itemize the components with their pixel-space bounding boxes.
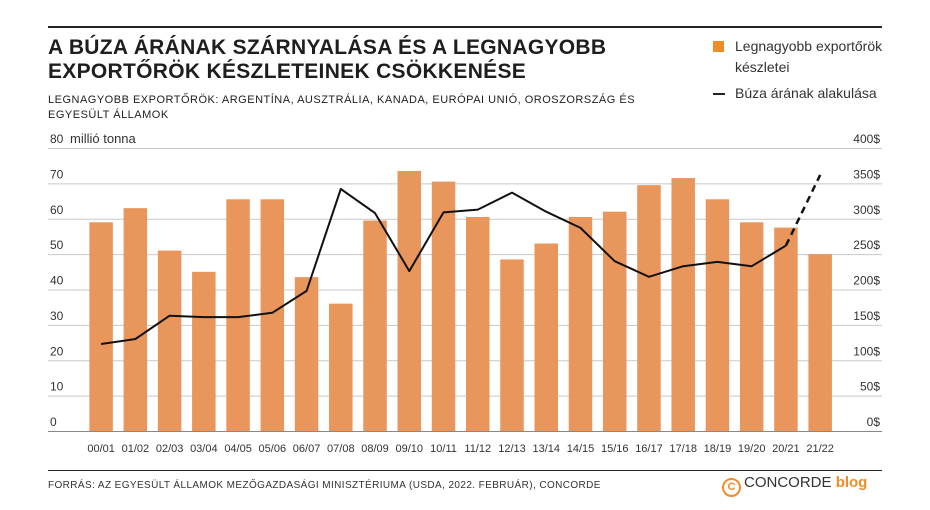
x-tick-label: 18/19 (704, 443, 732, 455)
x-tick-label: 08/09 (361, 443, 389, 455)
bar (89, 222, 113, 431)
y-left-tick-label: 20 (50, 344, 64, 358)
x-tick-label: 11/12 (464, 443, 491, 455)
bar (397, 170, 422, 431)
y-right-tick-label: 150$ (853, 309, 880, 323)
y-right-tick-label: 400$ (853, 132, 880, 146)
source-note: FORRÁS: AZ EGYESÜLT ÁLLAMOK MEZŐGAZDASÁG… (48, 480, 601, 491)
bar (123, 208, 148, 431)
y-right-tick-label: 200$ (853, 274, 880, 288)
x-tick-label: 12/13 (498, 443, 526, 455)
x-tick-label: 03/04 (190, 443, 218, 455)
x-tick-label: 07/08 (327, 443, 355, 455)
price-line-forecast (784, 174, 822, 247)
x-tick-label: 10/11 (430, 443, 457, 455)
x-tick-label: 06/07 (293, 443, 321, 455)
y-left-tick-label: 50 (50, 238, 64, 252)
x-tick-label: 02/03 (156, 443, 184, 455)
y-left-tick-label: 70 (50, 167, 64, 181)
x-tick-label: 04/05 (224, 443, 252, 455)
y-right-tick-label: 100$ (853, 344, 880, 358)
x-tick-label: 17/18 (669, 443, 697, 455)
chart-subtitle: LEGNAGYOBB EXPORTŐRÖK: ARGENTÍNA, AUSZTR… (48, 94, 636, 121)
bar (192, 271, 216, 431)
x-tick-label: 21/22 (806, 443, 834, 455)
bar (260, 199, 285, 431)
bar (568, 216, 593, 431)
legend-item-bars: Legnagyobb exportőrök készletei (713, 36, 893, 78)
legend-line-label: Búza árának alakulása (735, 85, 877, 101)
legend: Legnagyobb exportőrök készletei Búza árá… (713, 36, 893, 109)
x-tick-label: 01/02 (122, 443, 150, 455)
chart-title: A BÚZA ÁRÁNAK SZÁRNYALÁSA ÉS A LEGNAGYOB… (48, 36, 607, 83)
legend-item-line: Búza árának alakulása (713, 83, 893, 104)
y-right-tick-label: 350$ (853, 167, 880, 181)
bar (774, 227, 798, 431)
bar (157, 250, 182, 431)
bar (671, 178, 695, 431)
line-swatch (713, 93, 725, 95)
bottom-rule (48, 470, 882, 471)
bar (500, 259, 524, 431)
x-tick-label: 16/17 (635, 443, 663, 455)
x-tick-label: 19/20 (738, 443, 766, 455)
y-right-tick-label: 50$ (860, 380, 880, 394)
brand-logo[interactable]: C CONCORDE blog (722, 474, 867, 497)
bar-swatch (713, 41, 724, 52)
y-right-tick-label: 250$ (853, 238, 880, 252)
price-line (100, 188, 787, 345)
x-tick-label: 14/15 (567, 443, 595, 455)
y-left-tick-label: 40 (50, 274, 64, 288)
bar (329, 303, 353, 431)
bar (226, 199, 250, 431)
bar (705, 199, 730, 431)
bar (808, 254, 832, 431)
brand-suffix: blog (835, 474, 868, 491)
bar (363, 220, 387, 431)
top-rule (48, 26, 882, 28)
x-tick-label: 20/21 (772, 443, 800, 455)
brand-name: CONCORDE (744, 474, 832, 491)
y-left-tick-label: 0 (50, 415, 57, 429)
concorde-logo-icon: C (722, 478, 741, 497)
y-right-tick-label: 0$ (867, 415, 881, 429)
bar (602, 211, 627, 431)
bar (534, 243, 558, 431)
bar (431, 181, 456, 431)
bar (739, 222, 764, 431)
legend-bars-label: Legnagyobb exportőrök készletei (735, 38, 883, 75)
bar (637, 185, 661, 431)
y-left-unit-label: millió tonna (70, 131, 137, 146)
x-tick-label: 15/16 (601, 443, 629, 455)
y-left-tick-label: 30 (50, 309, 64, 323)
bar (466, 216, 490, 431)
bar (294, 277, 319, 431)
x-tick-label: 13/14 (532, 443, 560, 455)
y-right-tick-label: 300$ (853, 203, 880, 217)
y-left-tick-label: 10 (50, 380, 64, 394)
x-tick-label: 00/01 (87, 443, 115, 455)
y-left-tick-label: 80 (50, 132, 64, 146)
x-tick-label: 09/10 (396, 443, 424, 455)
x-tick-label: 05/06 (259, 443, 287, 455)
y-left-tick-label: 60 (50, 203, 64, 217)
